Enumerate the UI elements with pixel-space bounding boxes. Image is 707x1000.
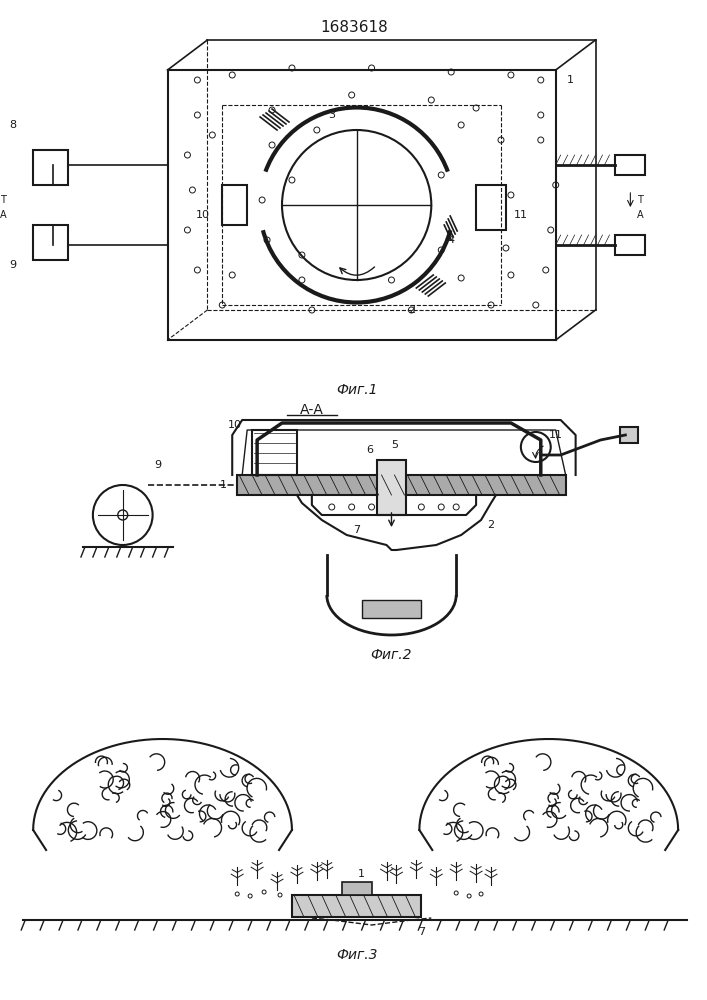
Bar	[476, 185, 506, 230]
Text: 7: 7	[418, 927, 425, 937]
Text: T: T	[1, 195, 6, 205]
Text: Фиг.2: Фиг.2	[370, 648, 412, 662]
Text: 2: 2	[408, 305, 415, 315]
Text: A: A	[0, 210, 6, 220]
Text: 3: 3	[328, 110, 335, 120]
Bar	[361, 600, 421, 618]
Bar	[615, 155, 645, 175]
Text: 8: 8	[10, 120, 17, 130]
Bar	[222, 185, 247, 225]
Text: 11: 11	[549, 430, 563, 440]
Bar	[377, 460, 407, 515]
Text: Фиг.1: Фиг.1	[336, 383, 378, 397]
Text: 11: 11	[514, 210, 528, 220]
Text: 9: 9	[154, 460, 161, 470]
Text: T: T	[638, 195, 643, 205]
Text: 7: 7	[353, 525, 360, 535]
Text: 6: 6	[366, 445, 373, 455]
Text: 1: 1	[221, 480, 227, 490]
Bar	[615, 235, 645, 255]
Text: 9: 9	[10, 260, 17, 270]
Bar	[252, 430, 297, 475]
Bar	[238, 475, 566, 495]
Bar	[292, 895, 421, 917]
Text: 2: 2	[487, 520, 495, 530]
Text: А-А: А-А	[300, 403, 324, 417]
Text: 1683618: 1683618	[321, 20, 389, 35]
Text: Фиг.3: Фиг.3	[336, 948, 378, 962]
Text: 10: 10	[195, 210, 209, 220]
Bar	[33, 225, 68, 260]
Text: 5: 5	[391, 440, 398, 450]
Text: 10: 10	[228, 420, 243, 430]
Bar	[621, 427, 638, 443]
Bar	[33, 150, 68, 185]
Text: A: A	[637, 210, 643, 220]
Bar	[341, 882, 372, 895]
Text: 4: 4	[448, 235, 455, 245]
Text: 1: 1	[358, 869, 365, 879]
Text: 1: 1	[567, 75, 574, 85]
